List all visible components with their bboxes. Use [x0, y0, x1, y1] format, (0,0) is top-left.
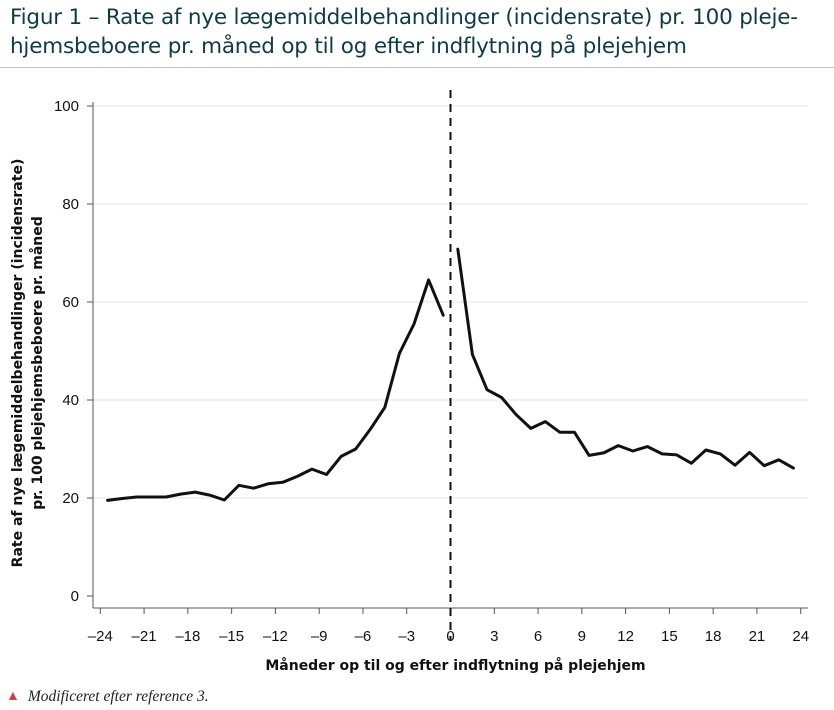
y-axis-title-line: Rate af nye lægemiddelbehandlinger (inci… — [10, 159, 26, 568]
x-tick-label: 9 — [578, 628, 586, 645]
y-tick-label: 100 — [54, 98, 79, 115]
y-axis-ticks: 0 20 40 60 80 100 — [54, 98, 93, 605]
x-tick-label: 18 — [705, 628, 722, 645]
x-tick-label: –15 — [219, 628, 244, 645]
x-tick-label: 3 — [490, 628, 498, 645]
y-axis-title-line: pr. 100 plejehjemsbeboere pr. måned — [29, 216, 46, 510]
y-tick-label: 80 — [62, 196, 79, 213]
x-tick-label: 6 — [534, 628, 542, 645]
data-lines — [106, 90, 795, 640]
x-axis-ticks: –24–21–18–15–12–9–6–303691215182124 — [88, 608, 809, 645]
x-tick-label: –24 — [88, 628, 113, 645]
title-divider — [0, 67, 834, 68]
x-tick-label: 24 — [792, 628, 809, 645]
y-tick-label: 0 — [71, 588, 79, 605]
series-line-before — [106, 278, 445, 502]
y-tick-label: 40 — [62, 392, 79, 409]
y-tick-label: 60 — [62, 294, 79, 311]
x-tick-label: –9 — [311, 628, 328, 645]
x-tick-label: 21 — [749, 628, 766, 645]
y-tick-label: 20 — [62, 490, 79, 507]
x-tick-label: –18 — [175, 628, 200, 645]
line-chart: 0 20 40 60 80 100 –24 –21 –18 –15 –12 –9 –6 –3 0 3 6 9 12… — [10, 90, 809, 674]
x-tick-label: –3 — [398, 628, 415, 645]
series-line-after — [456, 247, 795, 470]
x-tick-label: 12 — [617, 628, 634, 645]
x-tick-label: 15 — [661, 628, 678, 645]
figure-title: Figur 1 – Rate af nye lægemiddelbehandli… — [10, 5, 798, 59]
x-axis-title: Måneder op til og efter indflytning på p… — [265, 657, 645, 674]
x-tick-label: –12 — [263, 628, 288, 645]
y-axis-title: Rate af nye lægemiddelbehandlinger (inci… — [10, 159, 46, 568]
triangle-icon: ▲ — [6, 689, 20, 704]
x-tick-label: –6 — [355, 628, 372, 645]
x-tick-label: –21 — [132, 628, 157, 645]
footnote-text: Modificeret efter reference 3. — [27, 688, 209, 705]
footnote: ▲ Modificeret efter reference 3. — [6, 688, 209, 706]
